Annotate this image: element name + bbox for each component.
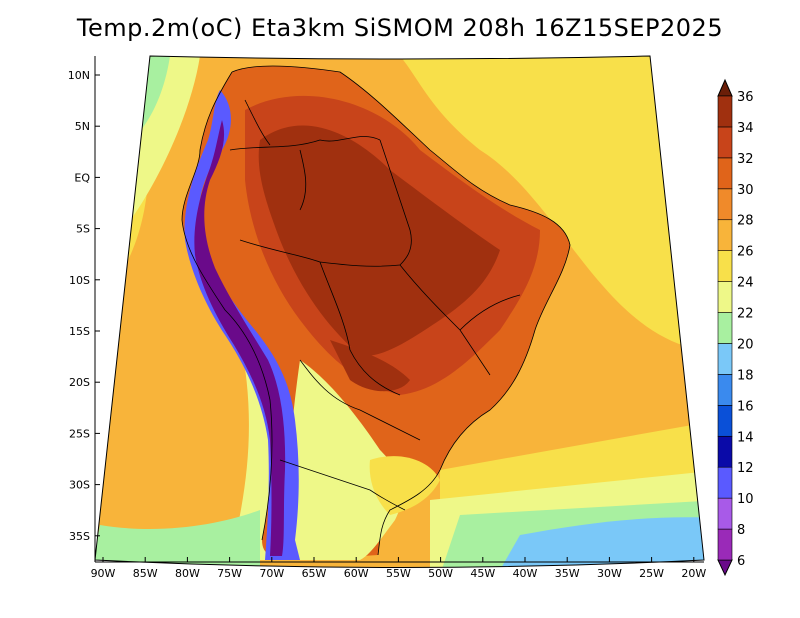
longitude-axis: 90W 85W 80W 75W 70W 65W 60W 55W 50W 45W 40W 35W 30W 2… (91, 557, 706, 580)
map-frame (94, 55, 705, 568)
lon-tick-label: 35W (555, 567, 580, 580)
lon-tick-label: 40W (513, 567, 538, 580)
lat-tick-label: 5N (75, 120, 90, 133)
lon-tick-label: 55W (386, 567, 411, 580)
colorbar-segment (717, 188, 733, 221)
lat-tick-label: 20S (69, 376, 90, 389)
colorbar-segment (717, 343, 733, 375)
colorbar-min-arrow (717, 559, 733, 577)
colorbar-label: 8 (737, 523, 745, 538)
colorbar-label: 36 (737, 90, 754, 105)
colorbar-label: 10 (737, 492, 754, 507)
lon-tick-label: 85W (133, 567, 158, 580)
lat-tick-label: EQ (74, 171, 90, 184)
lon-tick-label: 20W (681, 567, 706, 580)
colorbar-label: 26 (737, 245, 754, 260)
colorbar-segment (717, 219, 733, 251)
colorbar-label: 34 (737, 121, 754, 136)
land-field-hottest (258, 125, 500, 392)
colorbar-label: 30 (737, 183, 754, 198)
lon-tick-label: 90W (91, 567, 116, 580)
lat-tick-label: 10S (69, 274, 90, 287)
colorbar-label: 6 (737, 554, 745, 569)
lon-tick-label: 75W (217, 567, 242, 580)
ocean-field-chill (500, 517, 704, 568)
colorbar-label: 16 (737, 399, 754, 414)
colorbar-segment (717, 281, 733, 313)
lat-tick-label: 10N (68, 69, 90, 82)
lon-tick-label: 45W (470, 567, 495, 580)
lon-tick-label: 25W (639, 567, 664, 580)
map-title: Temp.2m(oC) Eta3km SiSMOM 208h 16Z15SEP2… (76, 14, 724, 42)
lon-tick-label: 70W (259, 567, 284, 580)
lat-tick-label: 5S (76, 223, 90, 236)
colorbar-segment (717, 528, 733, 561)
colorbar-label: 12 (737, 461, 754, 476)
colorbar-segment (717, 157, 733, 190)
colorbar-segment (717, 497, 733, 530)
lat-tick-label: 15S (69, 325, 90, 338)
lon-tick-label: 50W (428, 567, 453, 580)
lon-tick-label: 30W (597, 567, 622, 580)
andes-coldest-band (194, 120, 286, 556)
colorbar-label: 22 (737, 307, 754, 322)
colorbar-label: 24 (737, 276, 754, 291)
colorbar-segment (717, 312, 733, 344)
colorbar-label: 32 (737, 152, 754, 167)
colorbar-segment (717, 435, 733, 468)
lat-tick-label: 30S (69, 479, 90, 492)
colorbar-label: 28 (737, 214, 754, 229)
temperature-colorbar: 6 8 10 12 14 16 18 20 22 24 26 28 30 32 34 36 (717, 78, 754, 577)
land-field-mild (288, 360, 403, 560)
lat-tick-label: 25S (69, 427, 90, 440)
colorbar-segment (717, 95, 733, 128)
colorbar-segment (717, 374, 733, 406)
colorbar-max-arrow (717, 78, 733, 97)
colorbar-label: 14 (737, 430, 754, 445)
lat-tick-label: 35S (69, 530, 90, 543)
colorbar-segment (717, 250, 733, 282)
colorbar-segment (717, 466, 733, 499)
colorbar-segment (717, 405, 733, 437)
lon-tick-label: 65W (302, 567, 327, 580)
ocean-field-mild (95, 56, 704, 560)
latitude-axis: 10N 5N EQ 5S 10S 15S 20S 25S 30S 35S (68, 56, 100, 562)
country-borders (181, 65, 571, 556)
colorbar-segment (717, 126, 733, 159)
colorbar-label: 20 (737, 337, 754, 352)
lon-tick-label: 60W (344, 567, 369, 580)
colorbar-label: 18 (737, 368, 754, 383)
lon-tick-label: 80W (175, 567, 200, 580)
